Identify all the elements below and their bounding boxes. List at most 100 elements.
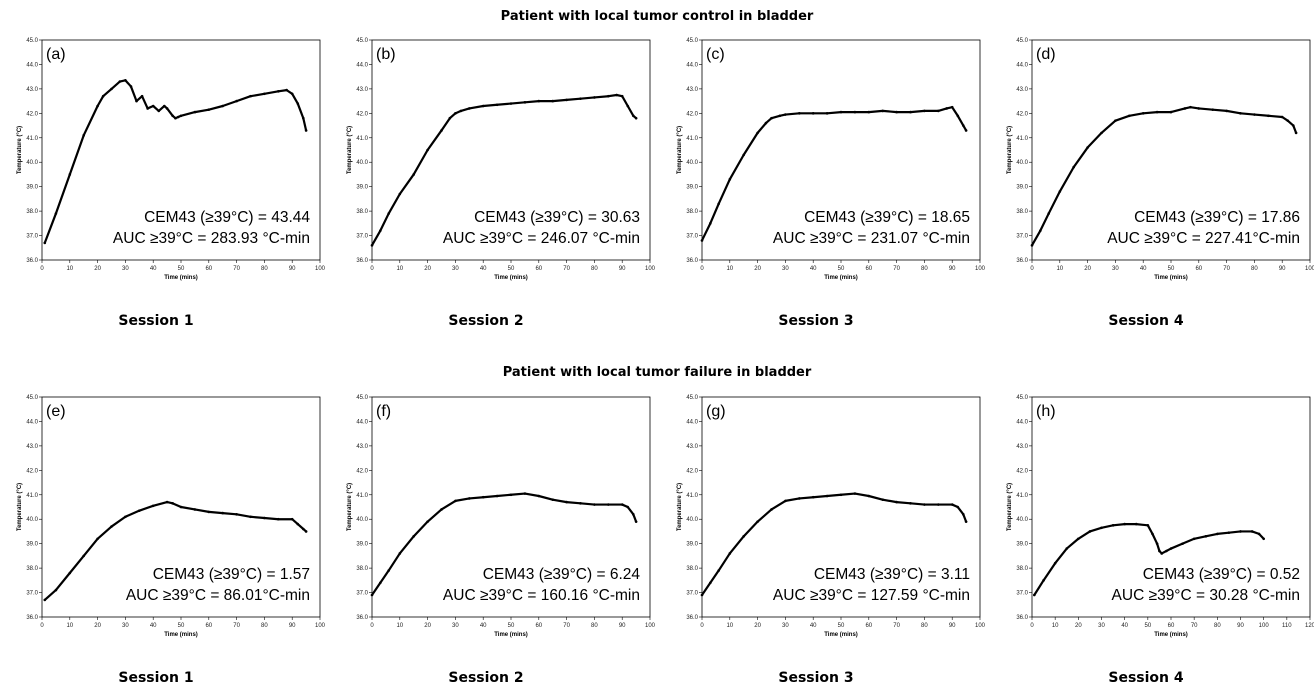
y-tick-label: 41.0 [26, 493, 38, 499]
x-tick-label: 50 [1144, 623, 1151, 629]
data-point [937, 109, 940, 113]
data-point [387, 569, 390, 572]
panel-letter: (a) [46, 46, 66, 63]
y-tick-label: 45.0 [356, 395, 368, 401]
data-point [962, 124, 965, 127]
plot-frame [701, 39, 981, 261]
session-label: Session 1 [118, 313, 194, 329]
data-point [895, 500, 898, 504]
y-tick-label: 43.0 [356, 87, 368, 93]
x-tick-label: 60 [535, 266, 542, 272]
data-point [151, 104, 155, 108]
data-point [1169, 110, 1173, 114]
session-label: Session 1 [118, 670, 194, 686]
row-title-control: Patient with local tumor control in blad… [500, 9, 814, 24]
data-point [96, 537, 99, 541]
data-point [923, 503, 926, 506]
data-point [235, 99, 238, 103]
data-point [728, 178, 732, 181]
y-tick-label: 45.0 [1016, 38, 1028, 44]
data-point [1227, 531, 1231, 534]
data-point [118, 80, 122, 83]
x-tick-label: 60 [205, 266, 212, 272]
data-point [263, 516, 266, 520]
y-tick-label: 40.0 [26, 160, 38, 166]
y-axis-label: Temperature (°C) [677, 126, 683, 174]
y-axis-label: Temperature (°C) [1007, 483, 1013, 531]
data-point [370, 593, 374, 597]
data-point [728, 552, 732, 555]
y-tick-label: 42.0 [26, 111, 38, 117]
x-tick-label: 50 [508, 266, 515, 272]
temperature-trace [700, 106, 968, 242]
y-tick-label: 40.0 [356, 160, 368, 166]
data-point [1042, 579, 1045, 582]
data-point [171, 114, 174, 118]
data-point [1058, 190, 1062, 193]
data-point [881, 498, 884, 501]
y-tick-label: 39.0 [26, 542, 38, 548]
y-tick-label: 39.0 [686, 542, 698, 548]
x-tick-label: 90 [949, 266, 956, 272]
y-tick-label: 42.0 [1016, 111, 1028, 117]
data-point [379, 229, 382, 232]
data-point [620, 94, 624, 98]
data-point [1204, 535, 1208, 538]
panel-letter: (b) [376, 46, 396, 63]
data-point [163, 104, 166, 108]
data-point [770, 508, 773, 511]
y-tick-label: 45.0 [26, 395, 38, 401]
y-tick-label: 43.0 [1016, 444, 1028, 450]
data-point [1114, 119, 1117, 122]
data-point [709, 222, 712, 225]
data-point [412, 173, 415, 176]
x-tick-label: 20 [754, 623, 761, 629]
data-point [593, 96, 596, 99]
plot-frame [371, 39, 651, 261]
y-tick-label: 44.0 [26, 419, 38, 425]
data-point [82, 134, 85, 137]
auc-annotation: AUC ≥39°C = 227.41°C-min [1107, 230, 1300, 247]
y-tick-label: 43.0 [686, 444, 698, 450]
data-point [68, 173, 72, 176]
x-tick-label: 20 [1075, 623, 1082, 629]
y-tick-label: 36.0 [356, 615, 368, 621]
x-tick-label: 100 [315, 266, 326, 272]
x-axis-label: Time (mins) [824, 275, 858, 281]
panel-letter: (c) [706, 46, 725, 63]
data-point [1262, 537, 1265, 541]
x-tick-label: 10 [66, 266, 73, 272]
data-point [509, 102, 513, 105]
y-tick-label: 37.0 [26, 234, 38, 240]
x-axis-label: Time (mins) [1154, 275, 1188, 281]
data-point [176, 115, 180, 119]
x-tick-label: 0 [370, 266, 374, 272]
y-tick-label: 41.0 [1016, 493, 1028, 499]
y-tick-label: 36.0 [26, 258, 38, 264]
data-point [1211, 108, 1214, 111]
x-tick-label: 80 [261, 266, 268, 272]
data-point [193, 508, 197, 511]
y-tick-label: 38.0 [356, 566, 368, 572]
session-label: Session 4 [1108, 313, 1184, 329]
data-point [1165, 549, 1168, 553]
x-tick-label: 100 [975, 623, 986, 629]
x-axis-label: Time (mins) [164, 275, 198, 281]
cem43-annotation: CEM43 (≥39°C) = 30.63 [474, 209, 640, 226]
x-tick-label: 30 [1098, 623, 1105, 629]
data-point [551, 99, 554, 103]
data-point [387, 212, 390, 215]
chart-panel-h: 36.0 37.0 38.0 39.0 40.0 41.0 42.0 43.0 44.0 45.0… [1007, 395, 1314, 638]
data-point [839, 493, 843, 497]
y-tick-label: 44.0 [26, 62, 38, 68]
y-tick-label: 38.0 [1016, 209, 1028, 215]
temperature-trace [1033, 523, 1265, 597]
data-point [1039, 229, 1042, 232]
temperature-trace [370, 93, 638, 247]
x-tick-label: 60 [1195, 266, 1202, 272]
data-point [895, 110, 898, 114]
data-point [448, 116, 452, 120]
x-tick-label: 50 [178, 623, 185, 629]
data-point [193, 110, 197, 114]
auc-annotation: AUC ≥39°C = 231.07 °C-min [773, 230, 970, 247]
